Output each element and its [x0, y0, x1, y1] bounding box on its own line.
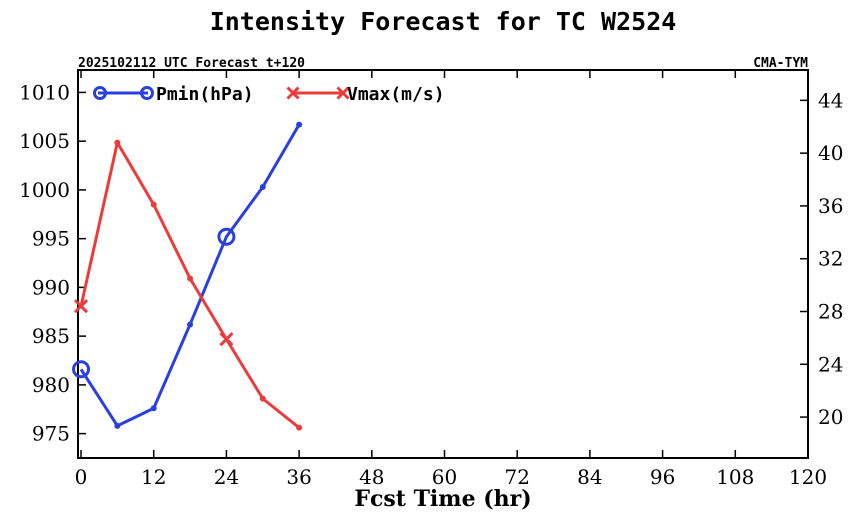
legend-pmin-marker	[93, 86, 107, 100]
x-tick-label: 24	[214, 465, 239, 489]
y-left-tick-label: 1010	[19, 80, 70, 104]
legend-pmin-marker	[140, 86, 154, 100]
legend-pmin-label: Pmin(hPa)	[156, 84, 254, 105]
y-right-tick-label: 28	[818, 300, 843, 324]
y-right-tick-label: 36	[818, 194, 843, 218]
y-left-tick-label: 990	[32, 275, 70, 299]
pmin-point-marker	[217, 227, 236, 246]
vmax-point	[296, 424, 303, 431]
y-right-tick-label: 40	[818, 141, 843, 165]
legend-vmax-marker-stroke	[286, 86, 300, 100]
x-tick-label: 12	[141, 465, 166, 489]
chart-subtitle-right: CMA-TYM	[753, 56, 808, 71]
series-line-vmax	[79, 141, 301, 429]
y-right-tick-label: 44	[818, 88, 843, 112]
vmax-point	[187, 275, 194, 282]
vmax-point-marker	[219, 332, 234, 347]
vmax-point-marker	[73, 299, 89, 314]
y-left-tick-label: 1000	[19, 178, 70, 202]
y-left-tick-label: 985	[32, 324, 70, 348]
x-tick-label: 96	[650, 465, 675, 489]
x-tick-label: 0	[75, 465, 88, 489]
legend-vmax-marker	[336, 86, 350, 100]
x-tick-label: 84	[577, 465, 602, 489]
plot-frame	[77, 69, 809, 459]
x-tick-label: 48	[359, 465, 384, 489]
y-left-tick-label: 975	[32, 422, 70, 446]
legend-vmax-marker	[286, 86, 300, 100]
chart-title: Intensity Forecast for TC W2524	[210, 7, 677, 36]
y-right-tick-label: 20	[818, 405, 843, 429]
vmax-point-marker-stroke	[219, 332, 234, 347]
vmax-point	[150, 201, 157, 208]
x-tick-label: 36	[286, 465, 311, 489]
vmax-point	[114, 139, 121, 146]
pmin-point	[259, 183, 266, 190]
y-left-tick-label: 980	[32, 373, 70, 397]
y-left-tick-label: 1005	[19, 129, 70, 153]
vmax-point-marker-stroke	[73, 299, 89, 314]
y-right-tick-label: 32	[818, 247, 843, 271]
legend-vmax-marker-stroke	[336, 86, 350, 100]
y-right-tick-label: 24	[818, 352, 843, 376]
pmin-point	[296, 121, 303, 128]
x-tick-label: 60	[432, 465, 457, 489]
pmin-point-marker	[72, 360, 91, 379]
pmin-point	[150, 405, 157, 412]
pmin-point	[114, 422, 121, 429]
pmin-point	[187, 321, 194, 328]
legend-vmax-label: Vmax(m/s)	[347, 84, 445, 105]
x-tick-label: 108	[716, 465, 754, 489]
y-left-tick-label: 995	[32, 227, 70, 251]
vmax-point	[259, 395, 266, 402]
chart-subtitle-left: 2025102112 UTC Forecast t+120	[78, 56, 305, 71]
x-tick-label: 72	[504, 465, 529, 489]
x-tick-label: 120	[789, 465, 827, 489]
x-axis-label: Fcst Time (hr)	[354, 486, 531, 512]
